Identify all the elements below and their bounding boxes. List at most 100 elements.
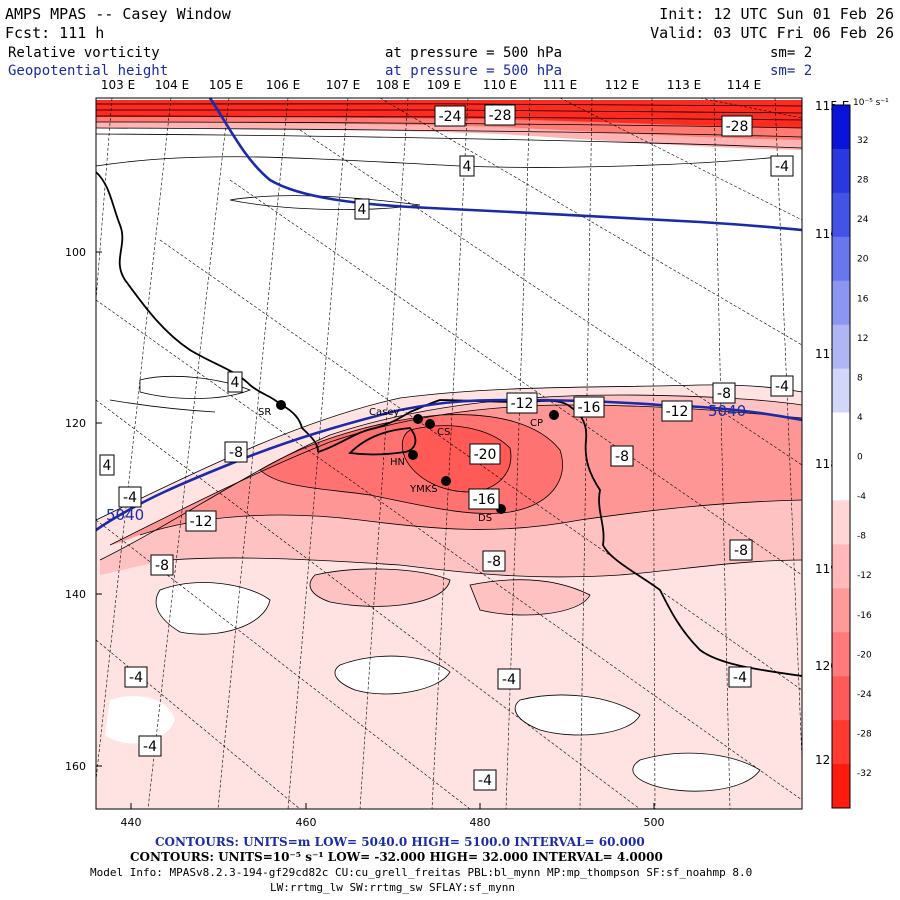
colorbar-segment [832,676,850,721]
vorticity-label-box [712,382,736,404]
colorbar: 32 28 24 20 16 12 8 4 0 -4 -8 -12 -16 -20 -24 -28 -32 [831,104,872,809]
vorticity-label-box [473,769,497,791]
field2-level: at pressure = 500 hPa [385,63,562,79]
vorticity-label-text: 4 [231,375,240,391]
longitude-label-top: 103 E [101,78,135,92]
vorticity-label-box [118,486,142,508]
colorbar-segment [832,412,850,457]
vorticity-label-box [728,666,752,688]
vorticity-hole [156,582,270,635]
colorbar-segment [832,236,850,282]
station-marker-ymks [441,476,451,486]
vorticity-label-text: -8 [615,449,629,465]
vorticity-label-text: 4 [358,202,367,218]
vorticity-label-box [99,454,115,476]
colorbar-segment [832,764,850,809]
colorbar-unit: 10⁻⁵ s⁻¹ [853,98,889,108]
colorbar-segment [832,588,850,633]
vorticity-label-text: -24 [439,109,462,125]
station-markers [276,400,559,514]
x-tick-label: 480 [470,816,491,829]
vorticity-blob [310,568,450,607]
vorticity-label-text: -4 [502,672,516,688]
vorticity-label-box [469,443,501,465]
vorticity-label-box [729,539,753,561]
colorbar-frame [831,104,851,809]
vorticity-label: -4 [728,666,752,688]
vorticity-label-text: -4 [478,773,492,789]
field2-name: Geopotential height [8,63,168,79]
vorticity-label: -4 [138,735,162,757]
vorticity-label: 4 [99,454,115,476]
colorbar-segment [832,280,850,326]
colorbar-segment [832,148,850,194]
vorticity-label-box [138,735,162,757]
vorticity-label-text: -4 [733,670,747,686]
height-label-right: 5040 [708,402,746,420]
colorbar-level-label: 12 [857,334,868,344]
vorticity-label-text: -4 [775,379,789,395]
field1-level: at pressure = 500 hPa [385,45,562,61]
station-label-sr: SR [258,407,271,418]
colorbar-level-label: 4 [857,413,863,423]
vorticity-label: 4 [227,371,243,393]
y-tick-label: 120 [65,417,86,430]
field2-smoothing: sm= 2 [770,63,812,79]
longitude-label-top: 110 E [483,78,517,92]
vorticity-label-box [506,392,538,414]
plot-frame [95,97,803,810]
vorticity-label: -8 [712,382,736,404]
vorticity-label-text: 4 [103,458,112,474]
x-axis-ticks: 440 460 480 500 [121,803,665,829]
geopotential-5100-line [208,98,802,232]
vorticity-label: 4 [459,155,475,177]
vorticity-label-box [484,104,516,126]
vorticity-label-box [770,375,794,397]
vorticity-hole [632,753,760,792]
station-label-cs: CS [437,427,450,438]
colorbar-level-label: 0 [857,453,863,463]
station-label-casey: Casey [369,407,399,418]
colorbar-segment [832,720,850,765]
colorbar-level-label: 28 [857,176,869,186]
footer-vorticity-contours: CONTOURS: UNITS=10⁻⁵ s⁻¹ LOW= -32.000 HI… [130,850,663,864]
vorticity-contour-labels: -24 -28 -28 4 -4 4 4 -4 4 -8 -8 -4 -12 -16 -12 -20 -16 -8… [99,104,794,791]
colorbar-segment [832,500,850,545]
vorticity-blob [470,579,590,615]
colorbar-level-label: -12 [857,571,872,581]
vorticity-label-box [224,441,248,463]
height-label-left: 5040 [106,506,144,524]
vorticity-label-text: 4 [463,159,472,175]
plot-content: SR Casey CS CP HN YMKS DS 5040 5040 -24 -… [96,98,802,809]
vorticity-label: -4 [770,375,794,397]
vorticity-label: 4 [354,198,370,220]
vorticity-label: -12 [185,510,217,532]
station-labels: SR Casey CS CP HN YMKS DS [258,407,543,524]
longitude-label-top: 104 E [155,78,189,92]
vorticity-label-text: -8 [487,554,501,570]
vorticity-label: -20 [469,443,501,465]
colorbar-level-label: -16 [857,611,872,621]
colorbar-level-label: 16 [857,294,869,304]
colorbar-segment [832,368,850,414]
station-marker-sr [276,400,286,410]
vorticity-label-text: -12 [190,514,213,530]
colorbar-level-label: -20 [857,650,872,660]
y-tick-label: 140 [65,588,86,601]
colorbar-level-label: 32 [857,136,868,146]
vorticity-label: -4 [124,666,148,688]
vorticity-label-box [354,198,370,220]
vorticity-core-max [402,425,511,492]
field1-smoothing: sm= 2 [770,45,812,61]
colorbar-level-label: -4 [857,492,866,502]
vorticity-label-box [497,668,521,690]
colorbar-level-label: -24 [857,690,872,700]
valid-time: Valid: 03 UTC Fri 06 Feb 26 [650,24,894,42]
station-marker-cp [549,410,559,420]
vorticity-label: -8 [224,441,248,463]
vorticity-label-text: -20 [474,447,497,463]
station-marker-cs [425,419,435,429]
init-time: Init: 12 UTC Sun 01 Feb 26 [659,5,894,23]
footer-height-contours: CONTOURS: UNITS=m LOW= 5040.0 HIGH= 5100… [155,835,645,849]
longitude-label-top: 109 E [427,78,461,92]
